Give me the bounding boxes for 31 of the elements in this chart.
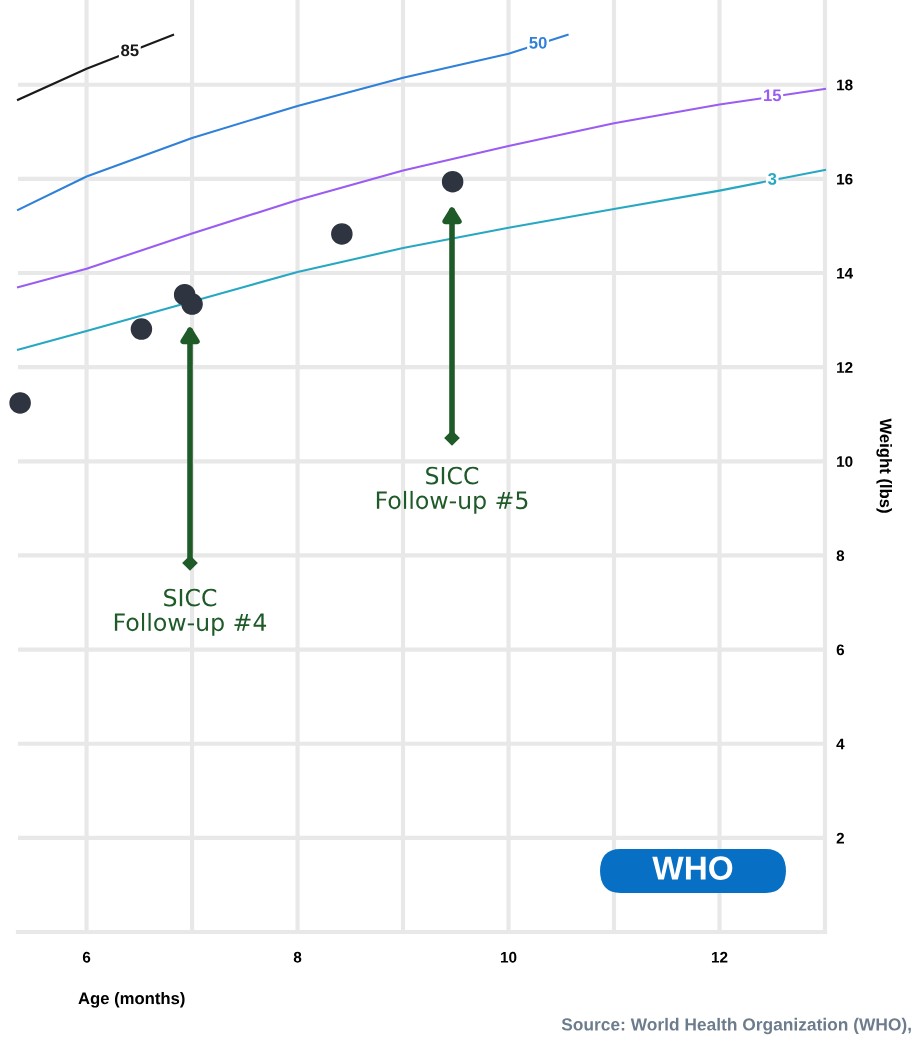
point [181,293,203,315]
series-label: 15 [764,89,782,102]
annotation: WHO [652,856,733,880]
point [9,392,31,414]
line-series [16,87,827,289]
point [331,223,353,245]
y-tick-label: 10 [837,456,853,467]
x-axis-title: Age (months) [78,992,185,1008]
y-tick-label: 16 [837,173,853,185]
y-tick-label: 6 [836,644,845,656]
y-tick-label: 18 [837,79,853,91]
point [130,318,153,340]
series-label: 50 [529,36,547,49]
annotation: SICC Follow-up #4 [114,588,267,636]
x-tick-label: 6 [82,951,91,963]
source-note: Source: World Health Organization (WHO), [561,1017,911,1035]
y-tick-label: 4 [836,738,845,750]
series-label: 3 [768,172,777,185]
line-series [16,33,569,211]
y-axis-title: Weight (lbs) [876,418,892,513]
series-label: 85 [121,44,139,57]
y-tick-label: 8 [836,550,845,562]
annotation: SICC Follow-up #5 [376,466,528,514]
y-tick-label: 12 [837,362,853,373]
x-tick-label: 12 [711,951,728,963]
y-tick-label: 14 [837,268,854,279]
x-tick-label: 10 [501,951,517,963]
point [441,170,464,193]
x-tick-label: 8 [293,951,302,963]
y-tick-label: 2 [836,832,844,844]
line-series [16,168,827,351]
